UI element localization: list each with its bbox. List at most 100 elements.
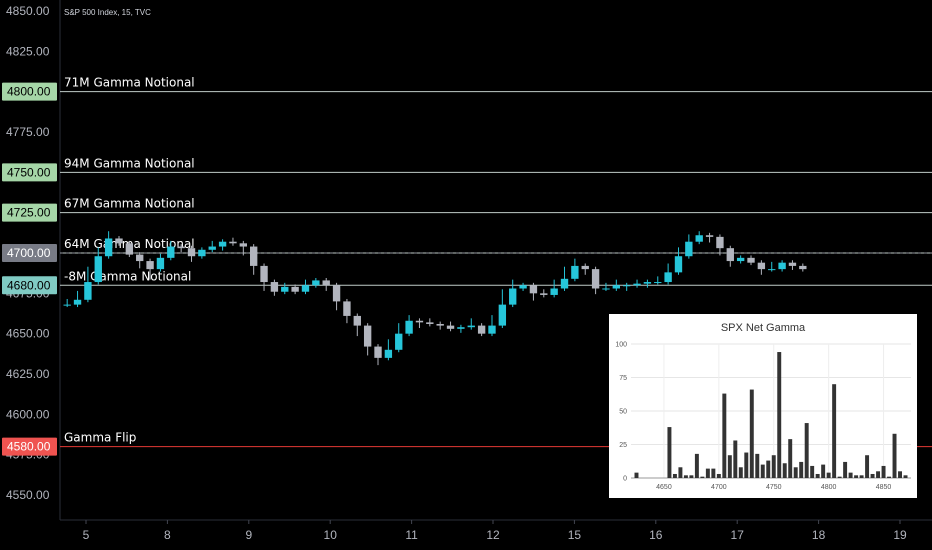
inset-bar xyxy=(683,475,688,478)
net-gamma-inset: SPX Net Gamma 100 75 50 25 0 4650 4700 4750 4800 4… xyxy=(609,314,917,498)
level-badge xyxy=(2,163,57,182)
inset-bar xyxy=(854,475,859,478)
inset-bar xyxy=(727,455,732,478)
candle-body xyxy=(436,323,444,326)
inset-bar xyxy=(876,471,881,478)
candle-body xyxy=(115,238,123,244)
candle-body xyxy=(457,327,465,329)
level-label: Gamma Flip xyxy=(64,431,136,445)
price-tick: 4850.00 xyxy=(6,4,50,18)
level-badge-text: 4725.00 xyxy=(7,206,51,220)
candle-body xyxy=(218,241,227,247)
inset-bar xyxy=(711,468,716,478)
candle-body xyxy=(540,293,548,295)
inset-x-tick: 4800 xyxy=(821,484,837,491)
candle-body xyxy=(685,241,693,257)
candle-body xyxy=(633,283,641,286)
level-label: 67M Gamma Notional xyxy=(64,197,195,211)
candle-body xyxy=(353,315,361,326)
inset-bar xyxy=(788,439,793,478)
candle-body xyxy=(477,325,486,334)
inset-title: SPX Net Gamma xyxy=(721,322,806,334)
time-tick: 5 xyxy=(83,528,90,542)
inset-bar xyxy=(832,384,837,478)
candle-body xyxy=(125,243,134,255)
candle-body xyxy=(73,299,82,305)
time-tick: 12 xyxy=(486,528,500,542)
candle-body xyxy=(415,320,424,323)
inset-bar xyxy=(634,472,639,478)
candle-body xyxy=(363,325,372,347)
candle-body xyxy=(571,265,579,279)
level-badge xyxy=(2,203,57,222)
inset-bar xyxy=(826,472,831,478)
inset-bar xyxy=(766,460,771,478)
candle-body xyxy=(529,285,538,294)
inset-bar xyxy=(887,476,892,478)
inset-bar xyxy=(903,475,908,478)
inset-bar xyxy=(733,440,738,478)
inset-bar xyxy=(678,467,683,478)
inset-bar xyxy=(892,433,897,478)
price-tick: 4825.00 xyxy=(6,44,50,58)
inset-y-tick: 50 xyxy=(619,409,627,416)
inset-bar xyxy=(689,475,694,478)
candle-body xyxy=(654,282,662,284)
candle-body xyxy=(788,262,797,266)
symbol-title: S&P 500 Index, 15, TVC xyxy=(64,8,151,17)
candle-body xyxy=(498,304,507,326)
inset-bar xyxy=(760,464,765,478)
level-badge xyxy=(2,437,57,456)
time-tick: 15 xyxy=(568,528,582,542)
candle-body xyxy=(250,246,258,266)
inset-x-tick: 4650 xyxy=(656,484,672,491)
candle-body xyxy=(177,246,185,249)
candle-body xyxy=(757,262,766,270)
candle-body xyxy=(550,288,558,295)
candle-body xyxy=(208,246,216,250)
candle-body xyxy=(312,280,320,286)
candle-body xyxy=(146,261,154,270)
candle-body xyxy=(63,304,71,306)
candle-body xyxy=(405,320,413,334)
candle-body xyxy=(374,346,382,358)
last-price-badge xyxy=(2,244,57,262)
inset-x-tick: 4750 xyxy=(766,484,782,491)
candle-body xyxy=(167,246,175,258)
last-price-badge-text: 4700.00 xyxy=(7,246,51,260)
inset-bar xyxy=(870,473,875,478)
price-tick: 4775.00 xyxy=(6,125,50,139)
inset-x-tick: 4850 xyxy=(876,484,892,491)
candle-body xyxy=(94,256,102,283)
inset-bar xyxy=(799,461,804,478)
candle-body xyxy=(736,257,745,262)
candle-body xyxy=(674,256,683,273)
price-tick: 4625.00 xyxy=(6,367,50,381)
inset-bar xyxy=(738,467,743,478)
candle-body xyxy=(509,288,517,305)
level-badge-text: 4680.00 xyxy=(7,278,51,292)
candle-body xyxy=(322,280,330,286)
level-label: 94M Gamma Notional xyxy=(64,156,195,170)
inset-bar xyxy=(694,453,699,478)
candle-body xyxy=(591,269,600,289)
inset-bar xyxy=(722,393,727,478)
candle-body xyxy=(560,278,569,289)
candle-body xyxy=(695,235,703,242)
time-axis[interactable]: 5 8 9 10 11 12 15 16 17 18 19 xyxy=(83,520,907,542)
inset-bar xyxy=(782,463,787,478)
inset-bar xyxy=(755,453,760,478)
inset-bar xyxy=(843,461,848,478)
level-badge-text: 4750.00 xyxy=(7,165,51,179)
inset-y-tick: 0 xyxy=(623,476,627,483)
candle-body xyxy=(291,286,299,292)
price-tick: 4600.00 xyxy=(6,407,50,421)
time-tick: 8 xyxy=(164,528,171,542)
candle-body xyxy=(602,288,610,290)
candle-body xyxy=(623,285,631,287)
grid xyxy=(59,0,932,521)
inset-bar xyxy=(793,467,798,478)
candle-body xyxy=(705,235,714,237)
inset-bar xyxy=(848,472,853,478)
